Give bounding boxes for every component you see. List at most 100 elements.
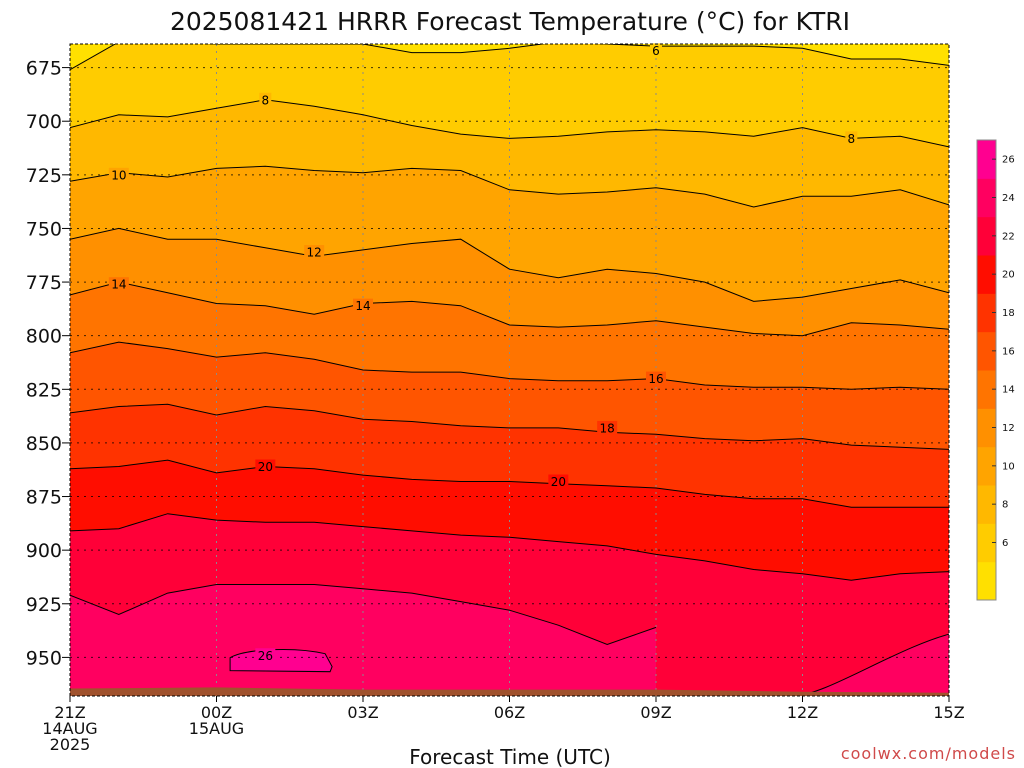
contour-label-16: 16 [648,372,663,386]
contour-label-bg [548,474,569,489]
contour-label-14: 14 [355,299,370,313]
colorbar-tick-label-24: 24 [1002,193,1015,204]
contour-label-bg [646,371,666,386]
colorbar-swatch-12 [977,408,996,448]
y-tick-label-875: 875 [26,487,62,509]
isotherm-labels: 6 8 8 10 12 14 14 16 18 20 20 26 [108,43,858,663]
x-tick-line: 15AUG [189,719,244,738]
isotherm-line-12 [70,227,949,302]
colorbar-frame [976,139,997,601]
contour-label-bg [255,459,276,474]
colorbar-tick-label-22: 22 [1002,231,1015,242]
x-tick-label-18: 15Z [933,703,964,722]
contour-label-bg [108,167,129,182]
y-tick-label-925: 925 [26,594,62,616]
contour-label-10: 10 [111,168,126,182]
contour-label-bg [597,420,618,435]
x-axis: 21Z 14AUG 2025 00Z 15AUG 03Z 06Z 09Z 12Z 15Z [42,696,965,754]
colorbar-swatch-8 [977,485,996,524]
credit-text: coolwx.com/models [841,744,1016,763]
colorbar-swatch-22 [977,216,996,256]
x-tick-line: 09Z [640,703,671,722]
colorbar-swatch-16 [977,331,996,371]
x-tick-line: 21Z [54,703,85,722]
colorbar-swatch-14 [977,370,996,409]
isotherm-lines [70,44,949,646]
contour-label-bg [259,92,272,107]
y-tick-label-950: 950 [26,647,62,669]
y-tick-label-750: 750 [26,218,62,240]
colorbar-tick-label-6: 6 [1002,538,1008,549]
x-tick-label-15: 12Z [787,703,818,722]
isotherm-line-8 [70,99,949,148]
y-tick-label-825: 825 [26,379,62,401]
x-tick-label-9: 06Z [494,703,525,722]
colorbar: 6 8 10 12 14 16 18 20 22 24 26 [976,139,1015,601]
x-tick-line: 14AUG [42,719,97,738]
contour-label-bg [845,131,858,146]
colorbar-tick-label-16: 16 [1002,346,1015,357]
isotherm-line-6 [70,44,949,71]
contour-label-8: 8 [262,93,270,107]
colorbar-swatch-26 [977,140,996,179]
x-tick-line: 00Z [201,703,232,722]
y-tick-label-775: 775 [26,272,62,294]
chart-title: 2025081421 HRRR Forecast Temperature (°C… [170,7,850,36]
isotherm-line-14 [70,281,949,337]
colorbar-tick-label-8: 8 [1002,500,1008,511]
x-tick-line: 12Z [787,703,818,722]
isotherm-line-24 [70,584,657,646]
colorbar-swatch-24 [977,178,996,218]
terrain [70,687,949,696]
contour-label-20: 20 [551,475,566,489]
x-tick-label-0: 21Z 14AUG 2025 [42,703,97,754]
colorbar-tick-label-10: 10 [1002,461,1015,472]
colorbar-swatch-10 [977,446,996,486]
y-tick-label-800: 800 [26,326,62,348]
colorbar-swatch-20 [977,255,996,294]
colorbar-tick-label-12: 12 [1002,423,1015,434]
colorbar-tick-label-14: 14 [1002,385,1015,396]
contour-label-18: 18 [600,421,615,435]
contour-label-14: 14 [111,278,126,292]
y-tick-label-675: 675 [26,58,62,80]
x-tick-label-6: 03Z [347,703,378,722]
x-tick-label-3: 00Z 15AUG [189,703,244,738]
y-tick-label-725: 725 [26,165,62,187]
colorbar-tick-label-18: 18 [1002,308,1015,319]
x-tick-line: 2025 [50,735,91,754]
y-axis: 675 700 725 750 775 800 825 850 875 900 925 950 [26,58,70,669]
contour-label-bg [255,648,276,663]
x-tick-label-12: 09Z [640,703,671,722]
contour-label-26: 26 [258,649,273,663]
contour-label-bg [108,277,129,292]
colorbar-swatch-6 [977,523,996,563]
isotherm-line-18 [70,403,949,450]
colorbar-swatch-4 [977,561,996,601]
y-tick-label-850: 850 [26,433,62,455]
contour-label-20: 20 [258,460,273,474]
contour-label-6: 6 [652,44,660,58]
y-tick-label-700: 700 [26,111,62,133]
temperature-fill [70,44,949,696]
terrain-fill [70,687,949,696]
x-tick-line: 15Z [933,703,964,722]
isotherm-line-16 [70,341,949,390]
contour-label-bg [650,43,662,58]
isotherm-line-10 [70,165,949,208]
y-tick-label-900: 900 [26,540,62,562]
contour-label-bg [353,298,373,313]
x-tick-line: 03Z [347,703,378,722]
fill-band-warm-corner [792,634,949,696]
contour-label-12: 12 [307,246,322,260]
contour-label-8: 8 [848,132,856,146]
x-axis-title: Forecast Time (UTC) [409,745,611,768]
colorbar-tick-label-20: 20 [1002,270,1015,281]
isotherm-line-20 [70,459,949,508]
isotherm-line-22 [70,513,949,581]
contour-label-bg [304,245,325,260]
colorbar-tick-label-26: 26 [1002,155,1015,166]
warm-pocket-26 [229,648,333,673]
colorbar-swatch-18 [977,293,996,333]
